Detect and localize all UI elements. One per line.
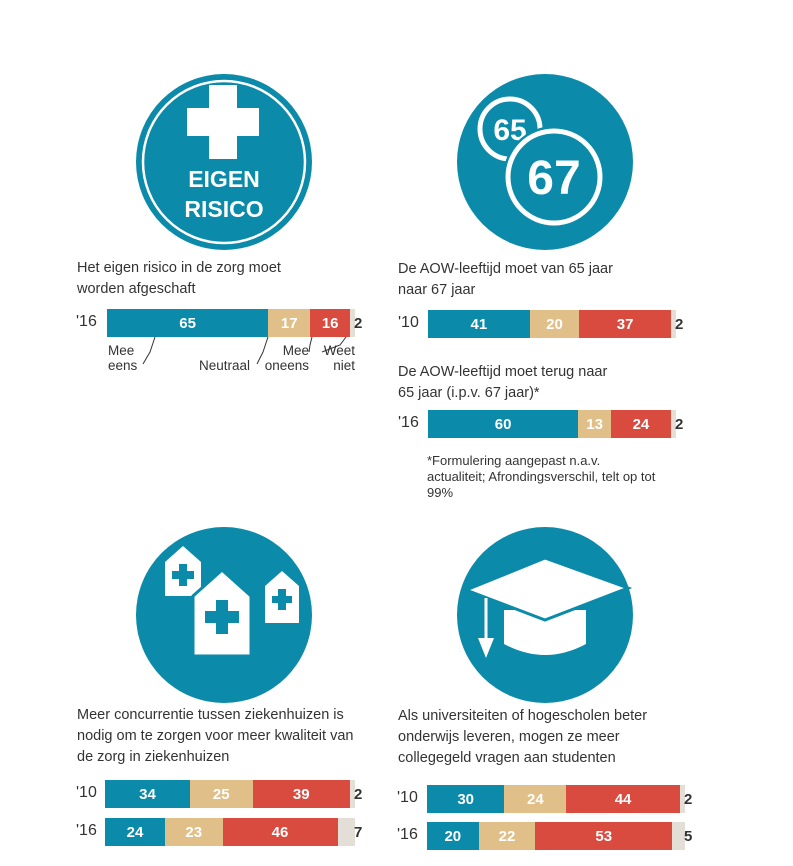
bar-row-aow65-16: '16 60 13 24 2 xyxy=(398,410,698,438)
question-collegegeld: Als universiteiten of hogescholen beter … xyxy=(398,708,648,766)
bar-row-ziekenhuizen-16: '16 24 23 46 7 xyxy=(76,818,376,846)
segment-weet-niet xyxy=(671,310,676,338)
stacked-bar: 24 23 46 7 xyxy=(105,818,362,846)
stacked-bar: 20 22 53 5 xyxy=(427,822,692,850)
legend-neutraal: Neutraal xyxy=(199,358,251,373)
weet-niet-value: 2 xyxy=(675,315,684,333)
question-ziekenhuizen: Meer concurrentie tussen ziekenhuizen is… xyxy=(77,707,354,765)
segment-mee-oneens: 44 xyxy=(566,785,680,813)
segment-mee-eens: 34 xyxy=(105,780,190,808)
year-label: '10 xyxy=(397,789,418,806)
education-icon-circle xyxy=(456,526,634,704)
legend-weet-niet: Weet niet xyxy=(323,343,355,373)
segment-neutraal: 13 xyxy=(578,410,611,438)
segment-mee-oneens: 16 xyxy=(310,309,351,337)
year-label: '10 xyxy=(76,784,97,801)
bar-row-eigen-risico-16: '16 65 17 16 2 xyxy=(76,309,376,337)
aow-icon-circle: 65 67 xyxy=(456,73,634,251)
stacked-bar: 41 20 37 2 xyxy=(428,310,683,338)
stacked-bar: 60 13 24 2 xyxy=(428,410,683,438)
segment-mee-eens: 30 xyxy=(427,785,505,813)
medical-cross-icon xyxy=(187,85,259,159)
segment-weet-niet xyxy=(350,309,355,337)
segment-mee-oneens: 46 xyxy=(222,818,338,846)
segment-mee-oneens: 24 xyxy=(610,410,671,438)
graduation-cap-icon xyxy=(461,556,633,658)
stacked-bar: 30 24 44 2 xyxy=(427,785,692,813)
eigen-risico-icon-circle: EIGEN RISICO xyxy=(135,73,313,251)
segment-neutraal: 22 xyxy=(478,822,536,850)
segment-weet-niet xyxy=(350,780,355,808)
segment-neutraal: 23 xyxy=(165,818,223,846)
legend-mee-eens: Mee eens xyxy=(108,343,138,373)
segment-neutraal: 20 xyxy=(529,310,580,338)
segment-weet-niet xyxy=(672,822,685,850)
segment-mee-eens: 41 xyxy=(428,310,530,338)
segment-mee-eens: 60 xyxy=(428,410,579,438)
legend-mee-oneens: Mee oneens xyxy=(264,343,309,373)
segment-mee-oneens: 53 xyxy=(535,822,673,850)
stacked-bar: 34 25 39 2 xyxy=(105,780,362,808)
question-eigen-risico: Het eigen risico in de zorg moet worden … xyxy=(77,260,281,297)
weet-niet-value: 2 xyxy=(684,790,693,808)
bar-row-collegegeld-16: '16 20 22 53 5 xyxy=(397,822,697,850)
weet-niet-value: 2 xyxy=(675,415,684,433)
year-label: '16 xyxy=(397,826,418,843)
segment-weet-niet xyxy=(670,410,676,438)
year-label: '10 xyxy=(398,314,419,331)
weet-niet-value: 7 xyxy=(354,823,363,841)
bar-row-aow67-10: '10 41 20 37 2 xyxy=(398,310,698,338)
segment-weet-niet xyxy=(337,818,355,846)
question-aow-65: De AOW-leeftijd moet terug naar 65 jaar … xyxy=(398,364,608,401)
question-aow-67: De AOW-leeftijd moet van 65 jaar naar 67… xyxy=(398,261,613,298)
segment-mee-eens: 65 xyxy=(107,309,269,337)
segment-mee-oneens: 37 xyxy=(579,310,672,338)
segment-weet-niet xyxy=(679,785,685,813)
segment-neutraal: 24 xyxy=(504,785,567,813)
year-label: '16 xyxy=(76,822,97,839)
bar-row-ziekenhuizen-10: '10 34 25 39 2 xyxy=(76,780,376,808)
hospital-icon-circle xyxy=(135,526,313,704)
weet-niet-value: 5 xyxy=(684,827,693,845)
weet-niet-value: 2 xyxy=(354,785,363,803)
age-67-text: 67 xyxy=(527,152,580,205)
segment-neutraal: 25 xyxy=(190,780,253,808)
age-67-ring xyxy=(505,128,603,226)
hospital-buildings-icon xyxy=(165,546,299,658)
eigen-text: EIGEN xyxy=(188,166,260,192)
year-label: '16 xyxy=(76,313,97,330)
segment-neutraal: 17 xyxy=(268,309,311,337)
risico-text: RISICO xyxy=(184,196,263,222)
segment-mee-oneens: 39 xyxy=(252,780,350,808)
segment-mee-eens: 24 xyxy=(105,818,165,846)
weet-niet-value: 2 xyxy=(354,314,363,332)
bar-row-collegegeld-10: '10 30 24 44 2 xyxy=(397,785,697,813)
footnote: *Formulering aangepast n.a.v. actualitei… xyxy=(427,453,656,500)
year-label: '16 xyxy=(398,414,419,431)
stacked-bar: 65 17 16 2 xyxy=(107,309,362,337)
segment-mee-eens: 20 xyxy=(427,822,479,850)
